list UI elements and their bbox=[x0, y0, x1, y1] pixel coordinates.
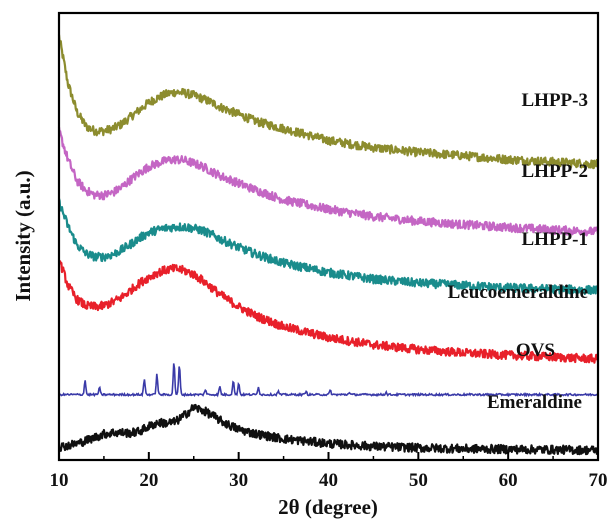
x-tick-label: 20 bbox=[139, 470, 158, 491]
curve-label-ovs: OVS bbox=[516, 340, 555, 361]
curve-labels: LHPP-3 LHPP-2 LHPP-1 Leucoemeraldine OVS Emer… bbox=[448, 90, 588, 413]
x-tick-label: 70 bbox=[589, 470, 608, 491]
y-axis-label: Intensity (a.u.) bbox=[11, 170, 35, 301]
curve-label-lhpp-2: LHPP-2 bbox=[522, 161, 589, 182]
x-tick-label: 10 bbox=[50, 470, 69, 491]
x-tick-label: 30 bbox=[229, 470, 248, 491]
series-lhpp-1 bbox=[57, 198, 599, 296]
x-tick-label: 50 bbox=[409, 470, 428, 491]
curve-label-leucoemeraldine: Leucoemeraldine bbox=[448, 282, 588, 303]
curves-layer bbox=[57, 34, 600, 456]
series-lhpp-2 bbox=[57, 126, 600, 237]
curve-label-emeraldine: Emeraldine bbox=[487, 392, 582, 413]
curve-label-lhpp-1: LHPP-1 bbox=[522, 229, 589, 250]
x-tick-label: 40 bbox=[319, 470, 338, 491]
x-axis: 10 20 30 40 50 60 70 bbox=[50, 452, 608, 491]
curve-label-lhpp-3: LHPP-3 bbox=[522, 90, 589, 111]
series-ovs bbox=[58, 363, 599, 398]
x-axis-label: 2θ (degree) bbox=[278, 495, 378, 519]
series-lhpp-3 bbox=[57, 34, 600, 170]
series-leucoemeraldine bbox=[58, 260, 600, 364]
x-tick-label: 60 bbox=[499, 470, 518, 491]
